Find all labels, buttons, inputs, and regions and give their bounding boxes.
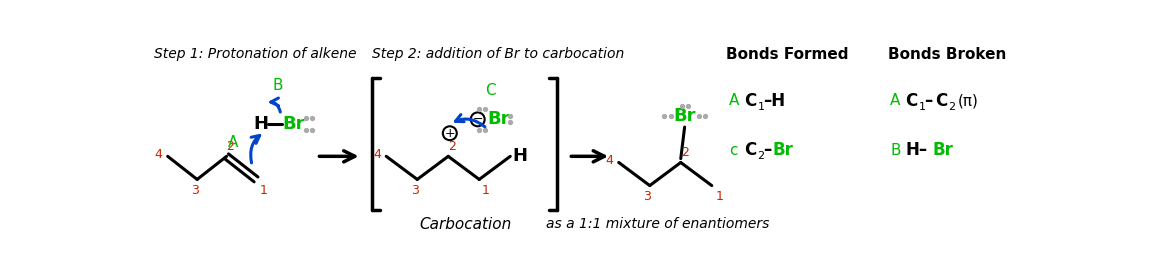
- Text: Br: Br: [487, 110, 510, 128]
- Text: (π): (π): [958, 93, 979, 108]
- Text: B: B: [272, 78, 283, 93]
- Text: 3: 3: [190, 184, 199, 197]
- Text: –: –: [924, 92, 932, 110]
- Text: Carbocation: Carbocation: [419, 217, 512, 232]
- Text: 2: 2: [449, 140, 456, 153]
- Text: C: C: [744, 92, 757, 110]
- Text: Bonds Formed: Bonds Formed: [725, 47, 848, 62]
- Text: 2: 2: [681, 146, 689, 159]
- Text: 4: 4: [154, 147, 162, 161]
- Text: 1: 1: [758, 102, 765, 112]
- Text: 2: 2: [758, 151, 765, 161]
- Text: C: C: [905, 92, 918, 110]
- Text: H–: H–: [905, 141, 927, 159]
- FancyArrowPatch shape: [271, 98, 280, 112]
- Text: 1: 1: [481, 184, 489, 197]
- Text: as a 1:1 mixture of enantiomers: as a 1:1 mixture of enantiomers: [545, 217, 770, 231]
- Text: 3: 3: [411, 184, 419, 197]
- Text: 1: 1: [716, 190, 723, 203]
- Text: 4: 4: [605, 154, 613, 167]
- Text: +: +: [445, 127, 456, 140]
- Text: c: c: [729, 143, 737, 158]
- Text: 1: 1: [919, 102, 926, 112]
- Text: H: H: [512, 147, 527, 165]
- Text: Step 2: addition of Br to carbocation: Step 2: addition of Br to carbocation: [373, 47, 625, 61]
- Text: 4: 4: [373, 147, 381, 161]
- Text: B: B: [890, 143, 901, 158]
- Text: Br: Br: [281, 115, 305, 133]
- Text: H: H: [253, 115, 269, 133]
- Text: –: –: [763, 141, 771, 159]
- Text: C: C: [486, 83, 496, 98]
- Text: Br: Br: [674, 107, 696, 125]
- Text: 1: 1: [259, 184, 267, 197]
- Text: 3: 3: [644, 190, 652, 203]
- FancyArrowPatch shape: [456, 115, 485, 127]
- Text: Br: Br: [772, 141, 793, 159]
- Text: A: A: [890, 93, 901, 108]
- Text: –H: –H: [763, 92, 785, 110]
- Text: A: A: [729, 93, 739, 108]
- Text: C: C: [744, 141, 757, 159]
- Text: Step 1: Protonation of alkene: Step 1: Protonation of alkene: [154, 47, 356, 61]
- Text: Br: Br: [932, 141, 953, 159]
- Text: Bonds Broken: Bonds Broken: [889, 47, 1007, 62]
- Text: 2: 2: [227, 140, 235, 153]
- Text: 2: 2: [948, 102, 955, 112]
- Text: C: C: [934, 92, 947, 110]
- Text: −: −: [472, 113, 482, 126]
- FancyArrowPatch shape: [251, 136, 259, 163]
- Text: A: A: [228, 135, 238, 150]
